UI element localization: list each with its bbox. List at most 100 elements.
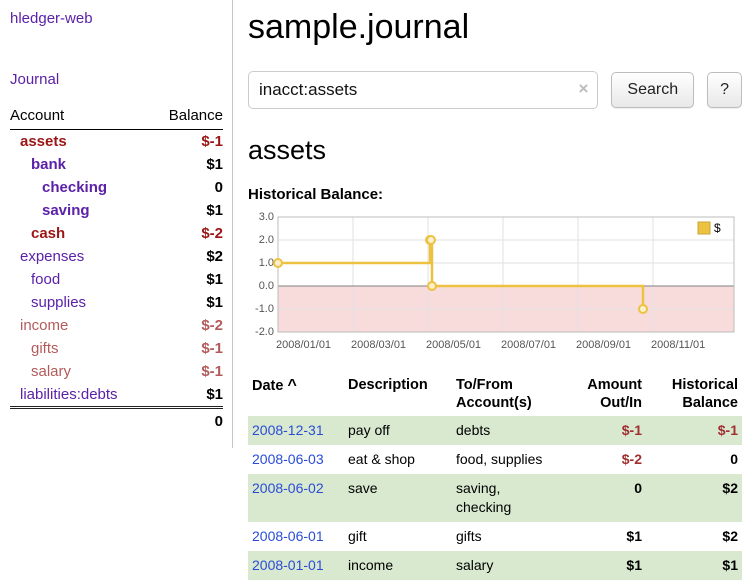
account-balance: $-1 (201, 363, 223, 380)
account-row-saving: saving $1 (10, 199, 223, 222)
account-link-expenses[interactable]: expenses (20, 248, 85, 265)
y-axis-label: 0.0 (259, 280, 274, 292)
transaction-date-link[interactable]: 2008-01-01 (252, 556, 324, 573)
register-header-amount: Amount Out/In (560, 373, 646, 416)
y-axis-label: -2.0 (255, 326, 274, 338)
account-balance: $2 (206, 248, 223, 265)
transaction-balance: $2 (722, 527, 738, 544)
accounts-header-account: Account (10, 104, 152, 130)
transaction-balance: $1 (722, 556, 738, 573)
transaction-description: eat & shop (348, 451, 415, 468)
sidebar: hledger-web Journal Account Balance asse… (0, 0, 233, 448)
accounts-table: Account Balance assets $-1 bank $1 check… (10, 104, 223, 433)
register-header-balance: Historical Balance (646, 373, 742, 416)
search-input[interactable] (248, 71, 599, 109)
account-link-gifts[interactable]: gifts (31, 340, 59, 357)
account-link-food[interactable]: food (31, 271, 61, 288)
accounts-header-row: Account Balance (10, 104, 223, 130)
balance-header-line2: Balance (682, 395, 738, 412)
search-button[interactable]: Search (611, 72, 695, 108)
register-header-accounts: To/From Account(s) (452, 373, 560, 416)
accounts-header-balance: Balance (151, 104, 223, 130)
account-row-expenses: expenses $2 (10, 245, 223, 268)
account-link-salary[interactable]: salary (31, 363, 72, 380)
chart-data-point (426, 235, 436, 245)
account-row-gifts: gifts $-1 (10, 337, 223, 360)
y-axis-label: 3.0 (259, 211, 274, 223)
main-panel: sample.journal × Search ? assets Histori… (248, 8, 742, 580)
chart-data-point (427, 281, 437, 291)
help-button[interactable]: ? (707, 72, 742, 108)
account-balance: $-1 (201, 133, 223, 150)
account-balance: $-2 (201, 225, 223, 242)
register-header-row: Date ^ Description To/From Account(s) Amo… (248, 373, 742, 416)
account-row-food: food $1 (10, 268, 223, 291)
account-row-cash: cash $-2 (10, 222, 223, 245)
transaction-date-link[interactable]: 2008-06-03 (252, 451, 324, 468)
account-link-saving[interactable]: saving (42, 202, 90, 219)
sidebar-item-journal[interactable]: Journal (10, 71, 60, 88)
account-heading: assets (248, 135, 327, 165)
chart-series-points (273, 235, 648, 314)
account-link-supplies[interactable]: supplies (31, 294, 87, 311)
transaction-accounts: gifts (456, 527, 482, 544)
plot-border (277, 216, 735, 333)
search-bar: × Search ? (248, 71, 742, 109)
account-balance: $1 (206, 294, 223, 311)
account-link-checking[interactable]: checking (42, 179, 108, 196)
transaction-date-link[interactable]: 2008-06-02 (252, 480, 324, 497)
account-row-liabilities-debts: liabilities:debts $1 (10, 383, 223, 408)
sort-ascending-icon: ^ (287, 377, 297, 394)
x-axis-label: 2008/09/01 (576, 339, 631, 351)
transaction-accounts: saving, checking (456, 480, 512, 515)
legend-swatch-icon (697, 221, 711, 235)
accounts-header-line1: To/From (456, 377, 513, 393)
account-row-assets: assets $-1 (10, 130, 223, 154)
description-header-label: Description (348, 377, 428, 393)
account-link-income[interactable]: income (20, 317, 69, 334)
register-header-date[interactable]: Date ^ (248, 373, 344, 416)
account-balance: $1 (206, 156, 223, 173)
account-link-cash[interactable]: cash (31, 225, 66, 242)
transaction-accounts: food, supplies (456, 451, 543, 468)
x-axis-label: 2008/07/01 (501, 339, 556, 351)
transaction-amount: $-2 (621, 451, 642, 468)
register-table: Date ^ Description To/From Account(s) Amo… (248, 373, 742, 580)
accounts-header-line2: Account(s) (456, 395, 532, 412)
transaction-description: pay off (348, 422, 390, 439)
transaction-balance: $2 (722, 480, 738, 497)
amount-header-line2: Out/In (600, 395, 642, 412)
transaction-row: 2008-06-02 save saving, checking 0 $2 (248, 474, 742, 522)
app-home-link[interactable]: hledger-web (10, 10, 93, 27)
transaction-row: 2008-01-01 income salary $1 $1 (248, 550, 742, 580)
x-axis-label: 2008/03/01 (351, 339, 406, 351)
transaction-accounts: salary (456, 556, 494, 573)
transaction-amount: $1 (626, 556, 642, 573)
balance-header-line1: Historical (671, 377, 738, 393)
transaction-description: gift (348, 527, 367, 544)
account-balance: $1 (206, 202, 223, 219)
accounts-total: 0 (151, 406, 223, 433)
y-axis-label: 2.0 (259, 234, 274, 246)
account-row-income: income $-2 (10, 314, 223, 337)
transaction-balance: 0 (730, 451, 738, 468)
account-row-checking: checking 0 (10, 176, 223, 199)
search-field-wrap: × (248, 71, 599, 109)
account-link-liabilities-debts[interactable]: liabilities:debts (20, 386, 118, 403)
account-link-bank[interactable]: bank (31, 156, 67, 173)
account-link-assets[interactable]: assets (20, 133, 67, 150)
chart-data-point (273, 258, 283, 268)
account-balance: $1 (206, 271, 223, 288)
transaction-amount: $-1 (621, 422, 642, 439)
chart-title: Historical Balance: (248, 186, 384, 203)
account-balance: $-1 (201, 340, 223, 357)
account-row-salary: salary $-1 (10, 360, 223, 383)
date-header-label: Date (252, 378, 284, 394)
transaction-amount: 0 (634, 480, 642, 497)
transaction-amount: $1 (626, 527, 642, 544)
transaction-date-link[interactable]: 2008-12-31 (252, 422, 324, 439)
clear-search-icon[interactable]: × (578, 79, 589, 98)
transaction-description: income (348, 556, 394, 573)
transaction-date-link[interactable]: 2008-06-01 (252, 527, 324, 544)
transaction-accounts: debts (456, 422, 491, 439)
